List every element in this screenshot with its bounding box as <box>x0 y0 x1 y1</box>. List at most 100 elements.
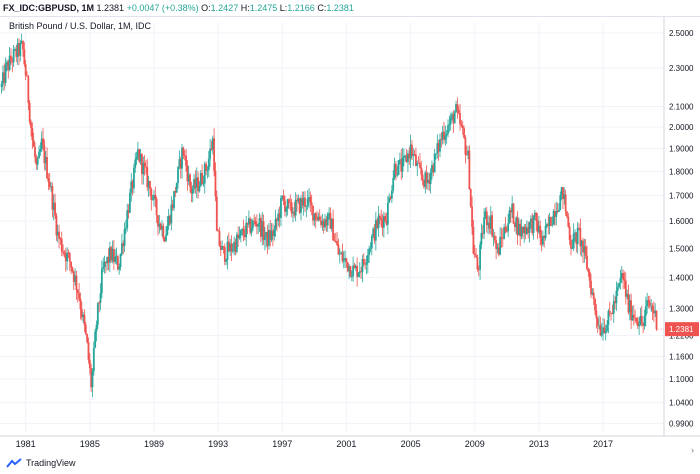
candle-body <box>615 290 618 304</box>
candle-body <box>639 315 642 325</box>
candle-body <box>368 248 371 256</box>
candle-body <box>153 194 155 200</box>
y-tick-label: 1.9000 <box>669 145 694 154</box>
candle-body <box>642 323 645 326</box>
candle-body <box>564 194 567 212</box>
candle-body <box>404 155 407 157</box>
candle-body <box>445 133 448 136</box>
candle-body <box>193 178 195 190</box>
candle-body <box>459 113 461 125</box>
candle-body <box>614 301 616 304</box>
candle-body <box>293 211 296 216</box>
candle-body <box>217 230 220 232</box>
candle-body <box>651 305 654 311</box>
candle-body <box>70 261 73 268</box>
candle-body <box>302 197 305 206</box>
candle-body <box>64 253 67 262</box>
candle-body <box>227 241 230 252</box>
candle-body <box>22 41 24 50</box>
candle-body <box>185 155 187 166</box>
candle-body <box>463 128 465 138</box>
candle-body <box>298 198 301 213</box>
candle-body <box>525 227 528 234</box>
x-tick-label: 2013 <box>529 439 549 449</box>
candle-body <box>149 181 151 189</box>
y-tick-label: 1.0400 <box>669 399 694 408</box>
candle-body <box>126 210 129 229</box>
candle-body <box>322 221 325 228</box>
candle-body <box>632 314 635 318</box>
candle-body <box>353 265 356 268</box>
candle-body <box>398 159 401 161</box>
candle-body <box>546 224 548 226</box>
candle-body <box>143 162 146 167</box>
tradingview-brand[interactable]: TradingView <box>6 458 76 468</box>
candle-body <box>330 218 333 229</box>
candle-body <box>378 215 381 218</box>
y-tick-label: 2.3000 <box>669 64 694 73</box>
candle-body <box>337 244 340 255</box>
candle-body <box>87 342 90 360</box>
candle-body <box>40 138 43 150</box>
candle-body <box>599 325 602 336</box>
candle-body <box>273 229 276 237</box>
candle-body <box>471 206 473 227</box>
candle-body <box>161 226 163 230</box>
candle-body <box>520 226 523 237</box>
candle-body <box>100 268 103 294</box>
candle-body <box>524 226 527 234</box>
candle-body <box>215 196 218 231</box>
candle-body <box>141 154 143 175</box>
candle-body <box>385 220 388 225</box>
candle-body <box>324 219 326 228</box>
candle-body <box>23 49 26 65</box>
candle-body <box>336 241 338 245</box>
candle-body <box>539 225 542 238</box>
candle-body <box>80 309 83 318</box>
candle-body <box>157 215 159 227</box>
candle-body <box>90 368 93 388</box>
candle-body <box>590 280 592 295</box>
candle-body <box>544 225 547 239</box>
x-tick-label: 1993 <box>208 439 228 449</box>
candle-body <box>249 218 252 233</box>
candle-body <box>595 310 598 319</box>
candle-body <box>574 232 576 234</box>
candle-body <box>155 198 158 216</box>
scroll-right-icon[interactable]: › <box>691 445 694 455</box>
candle-body <box>489 215 492 229</box>
candle-body <box>163 238 166 242</box>
last-price: 1.2381 <box>96 3 125 13</box>
candle-body <box>214 170 217 197</box>
candle-body <box>485 211 488 226</box>
candle-body <box>451 114 453 118</box>
candle-body <box>344 258 346 260</box>
y-tick-label: 1.5000 <box>669 244 694 253</box>
y-tick-label: 1.4000 <box>669 273 694 282</box>
candle-body <box>122 243 125 247</box>
candle-body <box>532 215 535 233</box>
candle-body <box>30 121 32 128</box>
candle-body <box>150 188 153 200</box>
candle-body <box>326 213 329 226</box>
tradingview-logo-icon <box>6 458 22 468</box>
candle-body <box>231 249 234 252</box>
candle-body <box>198 186 201 192</box>
price-chart[interactable]: 2.5000 2.3000 2.1000 2.0000 1.9000 1.8000 1.70… <box>0 17 700 457</box>
candle-body <box>158 223 161 227</box>
candle-body <box>531 218 534 233</box>
y-tick-label: 1.7000 <box>669 192 694 201</box>
candle-body <box>145 166 147 168</box>
candle-body <box>35 157 38 165</box>
candle-body <box>547 224 550 227</box>
candle-body <box>563 194 566 200</box>
candle-body <box>2 72 4 84</box>
candle-body <box>130 181 133 193</box>
candle-body <box>175 183 178 193</box>
candle-body <box>189 174 191 187</box>
candle-body <box>650 305 653 307</box>
candle-body <box>413 153 416 155</box>
candle-body <box>272 230 274 237</box>
symbol-name[interactable]: FX_IDC:GBPUSD, 1M <box>3 3 95 13</box>
candle-body <box>512 203 515 224</box>
